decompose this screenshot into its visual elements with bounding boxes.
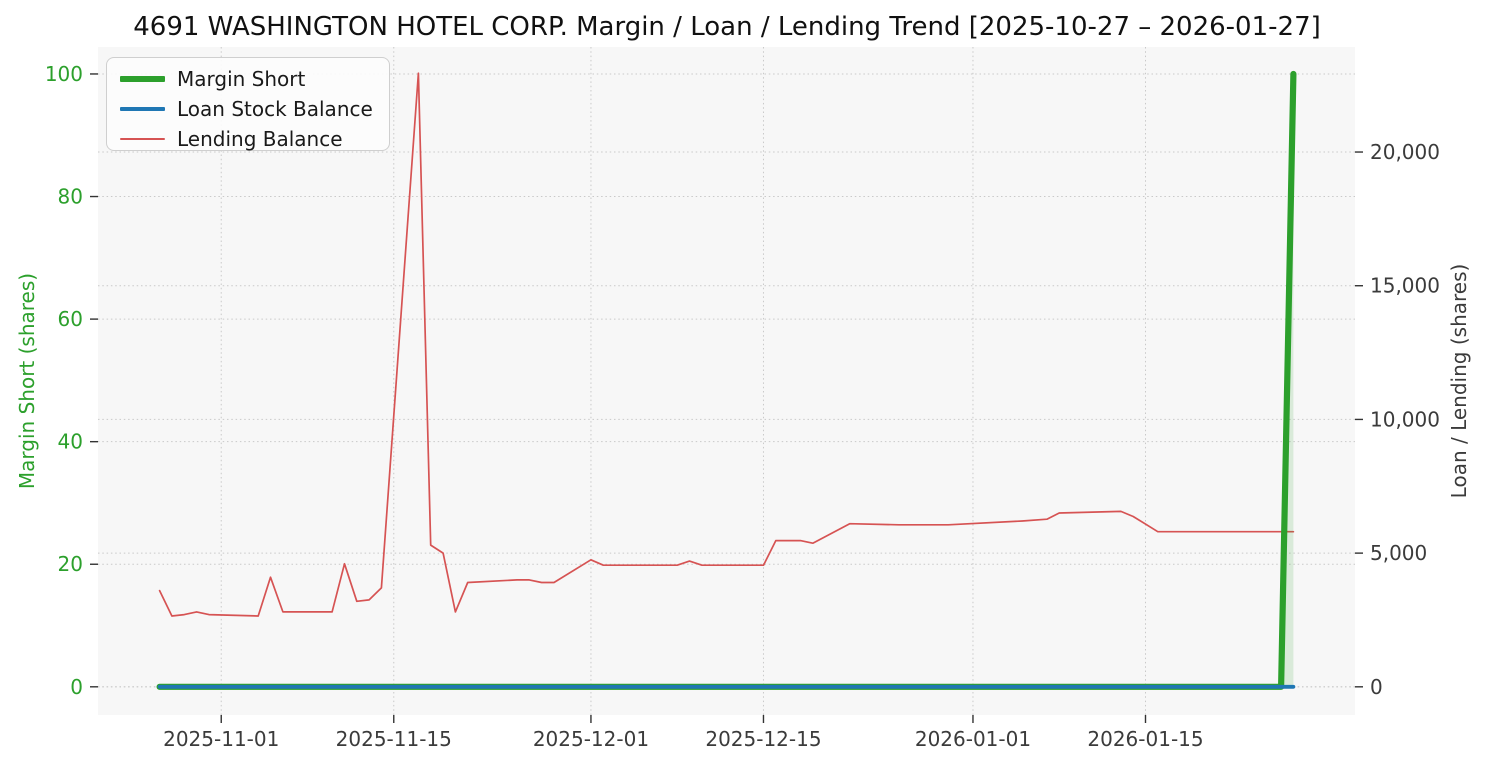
plot-area [98,47,1355,715]
margin-short-line-swatch [120,76,165,82]
right-y-tick-label: 10,000 [1370,407,1440,431]
legend-label-margin-short: Margin Short [177,67,306,91]
left-y-tick-label: 80 [58,185,83,209]
right-y-tick-label: 15,000 [1370,274,1440,298]
lending-balance-line-swatch [120,138,165,140]
left-y-tick-label: 100 [45,62,83,86]
left-y-tick-label: 0 [70,675,83,699]
legend-label-lending-balance: Lending Balance [177,127,343,151]
x-tick-label: 2025-12-01 [533,727,649,751]
right-y-tick-label: 0 [1370,675,1383,699]
x-tick-label: 2025-12-15 [705,727,821,751]
legend-label-loan-stock-balance: Loan Stock Balance [177,97,373,121]
loan-stock-balance-line-swatch [120,106,165,112]
left-y-tick-label: 60 [58,307,83,331]
right-y-tick-label: 5,000 [1370,541,1427,565]
left-y-tick-label: 20 [58,552,83,576]
x-tick-label: 2026-01-15 [1087,727,1203,751]
x-tick-label: 2025-11-01 [163,727,279,751]
right-y-tick-label: 20,000 [1370,140,1440,164]
left-y-tick-label: 40 [58,430,83,454]
lending-balance-line [158,72,1295,617]
x-tick-label: 2025-11-15 [336,727,452,751]
right-y-axis-label: Loan / Lending (shares) [1447,263,1471,499]
legend-item-margin-short: Margin Short [107,64,389,94]
tick-marks [90,73,1363,723]
left-y-axis-label: Margin Short (shares) [15,272,39,490]
x-tick-label: 2026-01-01 [915,727,1031,751]
legend: Margin Short Loan Stock Balance Lending … [106,57,390,151]
legend-item-lending-balance: Lending Balance [107,124,389,154]
legend-item-loan-stock-balance: Loan Stock Balance [107,94,389,124]
chart-title: 4691 WASHINGTON HOTEL CORP. Margin / Loa… [133,12,1321,42]
